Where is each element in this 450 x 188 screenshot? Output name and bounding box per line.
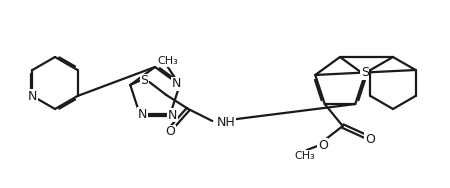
- Text: N: N: [167, 108, 177, 121]
- Text: S: S: [140, 74, 148, 87]
- Text: CH₃: CH₃: [158, 56, 178, 66]
- Text: N: N: [138, 108, 148, 121]
- Text: N: N: [28, 89, 37, 102]
- Text: S: S: [361, 67, 369, 80]
- Text: CH₃: CH₃: [294, 151, 315, 161]
- Text: N: N: [172, 77, 181, 90]
- Text: O: O: [365, 133, 375, 146]
- Text: NH: NH: [216, 116, 235, 130]
- Text: O: O: [165, 125, 175, 139]
- Text: O: O: [318, 139, 328, 152]
